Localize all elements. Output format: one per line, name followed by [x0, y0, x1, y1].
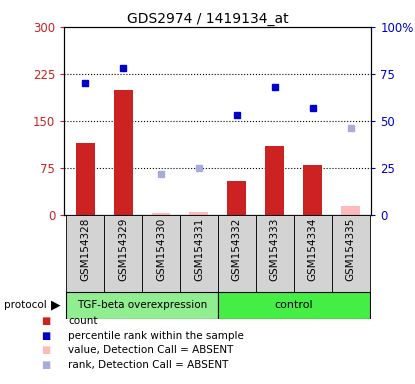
Bar [104, 215, 142, 292]
Bar [189, 212, 208, 215]
Bar [142, 215, 180, 292]
Text: ■: ■ [41, 316, 50, 326]
Bar [151, 213, 171, 215]
Bar [265, 146, 284, 215]
Text: ■: ■ [41, 345, 50, 355]
Text: TGF-beta overexpression: TGF-beta overexpression [77, 300, 207, 310]
Bar [76, 143, 95, 215]
Bar [218, 292, 369, 319]
Bar [227, 180, 247, 215]
Bar [332, 215, 369, 292]
Bar [114, 89, 132, 215]
Text: GSM154334: GSM154334 [308, 217, 317, 281]
Bar [66, 215, 104, 292]
Bar [218, 215, 256, 292]
Text: GSM154328: GSM154328 [80, 217, 90, 281]
Text: percentile rank within the sample: percentile rank within the sample [68, 331, 244, 341]
Text: value, Detection Call = ABSENT: value, Detection Call = ABSENT [68, 345, 234, 355]
Text: GSM154335: GSM154335 [346, 217, 356, 281]
Bar [294, 215, 332, 292]
Text: GSM154333: GSM154333 [270, 217, 280, 281]
Bar [303, 165, 322, 215]
Text: GSM154329: GSM154329 [118, 217, 128, 281]
Text: GSM154331: GSM154331 [194, 217, 204, 281]
Text: GDS2974 / 1419134_at: GDS2974 / 1419134_at [127, 12, 288, 25]
Bar [256, 215, 294, 292]
Text: ■: ■ [41, 331, 50, 341]
Text: GSM154332: GSM154332 [232, 217, 242, 281]
Bar [66, 292, 218, 319]
Text: ▶: ▶ [51, 299, 61, 312]
Text: rank, Detection Call = ABSENT: rank, Detection Call = ABSENT [68, 360, 229, 370]
Bar [341, 206, 360, 215]
Text: control: control [274, 300, 313, 310]
Bar [180, 215, 218, 292]
Text: ■: ■ [41, 360, 50, 370]
Text: protocol: protocol [4, 300, 47, 310]
Text: count: count [68, 316, 98, 326]
Text: GSM154330: GSM154330 [156, 217, 166, 281]
